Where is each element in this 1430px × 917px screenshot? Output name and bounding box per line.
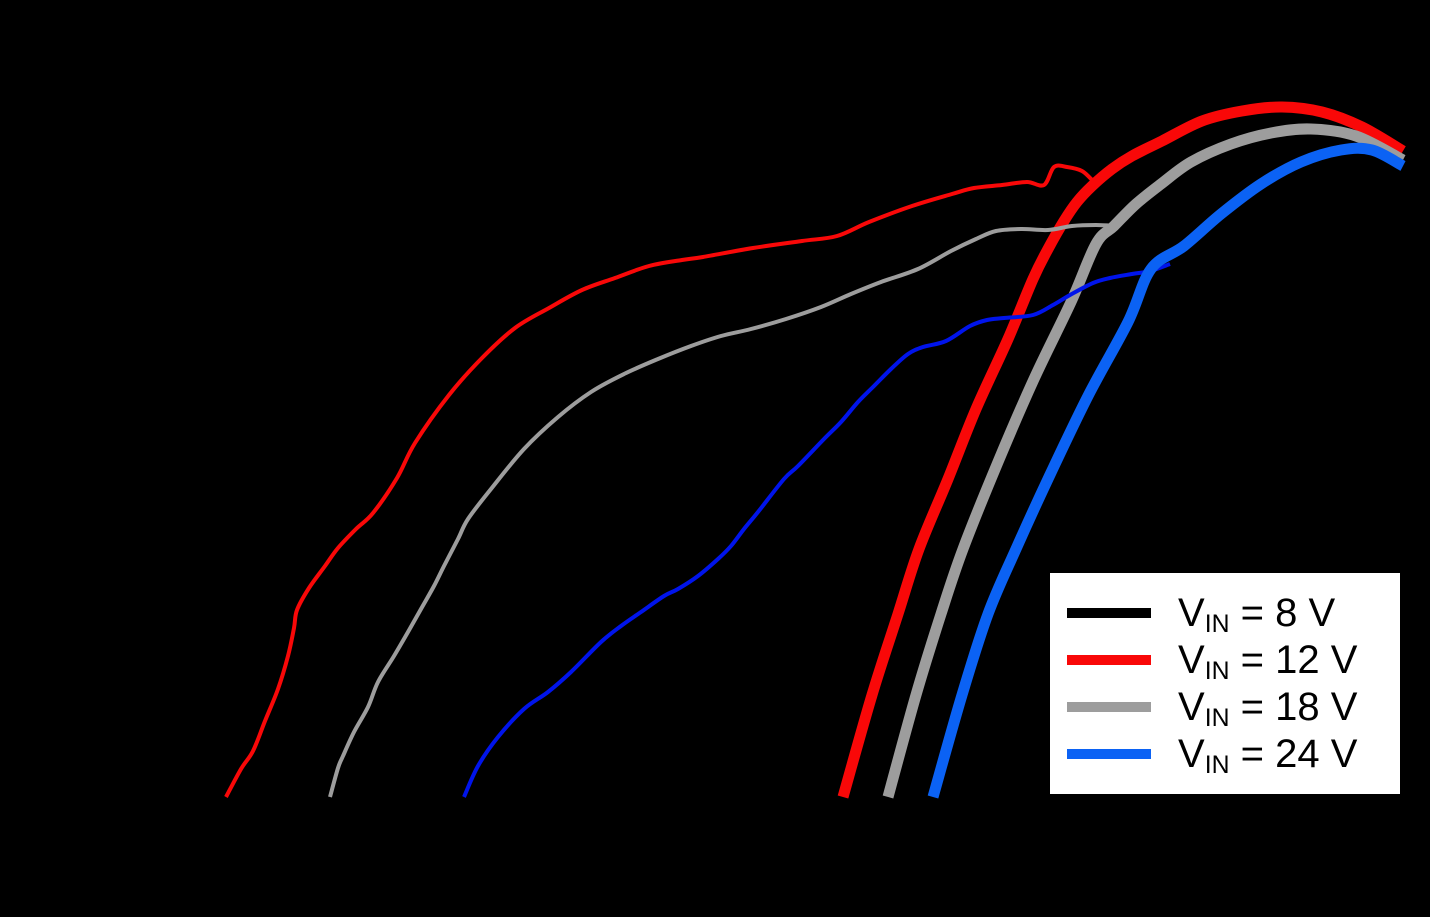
legend-label-vin18: VIN = 18 V: [1178, 685, 1358, 731]
legend-label-vin12-value: = 12 V: [1229, 638, 1358, 682]
legend-label-vin24-symbol: V: [1178, 732, 1205, 776]
curve-vin12-thin: [224, 163, 1095, 798]
legend-label-vin18-subscript: IN: [1204, 704, 1230, 732]
legend-box: VIN = 8 V VIN = 12 V VIN = 18 V VIN = 24…: [1047, 570, 1403, 797]
legend-label-vin12-symbol: V: [1178, 638, 1205, 682]
legend-row-vin18: VIN = 18 V: [1067, 684, 1400, 731]
legend-label-vin8: VIN = 8 V: [1178, 591, 1336, 637]
curve-vin24-thick: [927, 142, 1406, 799]
curve-vin24-thin: [462, 262, 1171, 798]
curve-vin12-thick: [837, 101, 1406, 799]
legend-label-vin8-value: = 8 V: [1229, 591, 1336, 635]
legend-label-vin12: VIN = 12 V: [1178, 638, 1358, 684]
legend-label-vin24-subscript: IN: [1204, 751, 1230, 779]
legend-row-vin8: VIN = 8 V: [1067, 590, 1400, 637]
legend-label-vin8-symbol: V: [1178, 591, 1205, 635]
legend-label-vin18-value: = 18 V: [1229, 685, 1358, 729]
legend-swatch-vin18: [1067, 702, 1151, 712]
legend-swatch-vin12: [1067, 655, 1151, 665]
legend-row-vin12: VIN = 12 V: [1067, 637, 1400, 684]
legend-swatch-vin24: [1067, 749, 1151, 759]
legend-label-vin8-subscript: IN: [1204, 610, 1230, 638]
legend-swatch-vin8: [1067, 608, 1151, 618]
curve-vin18-thick: [882, 123, 1406, 799]
legend-label-vin24: VIN = 24 V: [1178, 732, 1358, 778]
curve-vin18-thin: [328, 223, 1117, 798]
legend-label-vin18-symbol: V: [1178, 685, 1205, 729]
legend-label-vin12-subscript: IN: [1204, 657, 1230, 685]
legend-label-vin24-value: = 24 V: [1229, 732, 1358, 776]
legend-row-vin24: VIN = 24 V: [1067, 731, 1400, 778]
